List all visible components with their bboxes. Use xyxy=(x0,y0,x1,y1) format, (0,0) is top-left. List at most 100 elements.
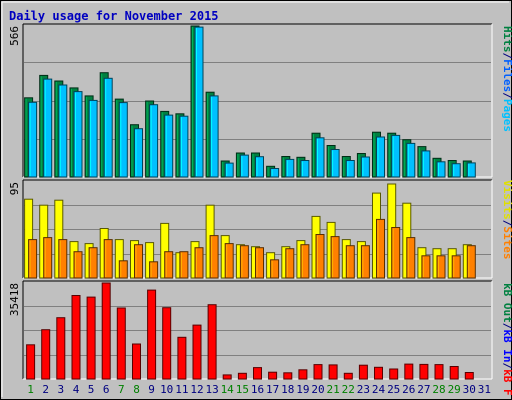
bar-kbytes-f-day-19 xyxy=(298,369,308,380)
bar-kbytes-f-day-9 xyxy=(147,289,157,380)
bar-files-day-6 xyxy=(103,77,113,178)
legend-pages-files-hits-part: / xyxy=(501,92,512,99)
chart-title: Daily usage for November 2015 xyxy=(9,9,219,23)
x-tick-label-day-29: 29 xyxy=(448,383,461,396)
panel-3: 35418 xyxy=(8,280,493,380)
bar-kbytes-f-day-30 xyxy=(464,372,474,380)
x-tick-label-day-13: 13 xyxy=(205,383,218,396)
bar-sites-day-15 xyxy=(239,245,249,279)
panel-2: 95 xyxy=(8,179,493,279)
bar-kbytes-f-day-13 xyxy=(207,304,217,380)
bar-sites-day-20 xyxy=(315,234,325,279)
bar-sites-day-5 xyxy=(88,247,98,279)
bar-sites-day-12 xyxy=(194,247,204,279)
bar-kbytes-f-day-1 xyxy=(26,344,36,380)
bar-files-day-10 xyxy=(164,114,174,178)
x-tick-label-day-1: 1 xyxy=(27,383,34,396)
x-tick-label-day-9: 9 xyxy=(148,383,155,396)
bar-sites-day-6 xyxy=(103,239,113,279)
bar-sites-day-18 xyxy=(285,248,295,279)
bar-kbytes-f-day-16 xyxy=(253,367,262,380)
bar-kbytes-f-day-20 xyxy=(313,364,323,380)
legend-kbytes-part: / xyxy=(501,323,512,330)
bar-kbytes-f-day-4 xyxy=(71,295,81,380)
bar-kbytes-f-day-25 xyxy=(389,368,399,380)
bar-kbytes-f-day-28 xyxy=(434,364,444,380)
x-tick-label-day-22: 22 xyxy=(342,383,355,396)
bar-files-day-28 xyxy=(436,161,446,178)
bar-files-day-29 xyxy=(451,163,461,178)
bar-files-day-25 xyxy=(391,134,401,178)
bar-files-day-8 xyxy=(134,128,143,178)
x-tick-label-day-17: 17 xyxy=(266,383,279,396)
bar-sites-day-8 xyxy=(134,244,143,279)
bar-kbytes-f-day-12 xyxy=(192,324,202,380)
x-tick-label-day-14: 14 xyxy=(221,383,235,396)
legend-pages-files-hits: Hits/Files/Pages xyxy=(501,26,512,132)
bar-sites-day-26 xyxy=(406,237,416,279)
bar-kbytes-f-day-2 xyxy=(41,329,51,380)
legend-kbytes-part: kB In xyxy=(501,329,512,362)
bar-sites-day-27 xyxy=(421,255,431,279)
legend-pages-files-hits-part: / xyxy=(501,53,512,60)
bar-files-day-22 xyxy=(345,160,355,178)
bar-files-day-1 xyxy=(28,101,38,178)
bar-sites-day-4 xyxy=(73,251,83,279)
bar-kbytes-f-day-5 xyxy=(86,296,96,380)
bar-files-day-4 xyxy=(73,91,83,178)
bar-kbytes-f-day-10 xyxy=(162,307,172,380)
bar-sites-day-13 xyxy=(209,235,219,279)
x-tick-label-day-3: 3 xyxy=(57,383,64,396)
bar-sites-day-3 xyxy=(58,239,68,279)
bar-files-day-12 xyxy=(194,26,204,178)
bar-files-day-3 xyxy=(58,84,68,178)
bar-kbytes-f-day-24 xyxy=(374,366,383,380)
bar-kbytes-f-day-27 xyxy=(419,363,429,380)
bar-files-day-11 xyxy=(179,115,189,178)
bar-files-day-26 xyxy=(406,142,416,178)
legend-kbytes-part: kB F xyxy=(501,369,512,396)
bar-kbytes-f-day-18 xyxy=(283,372,293,380)
legend-kbytes: kB Out/kB In/kB F xyxy=(501,283,512,396)
bar-kbytes-f-day-3 xyxy=(56,317,66,380)
x-tick-label-day-5: 5 xyxy=(88,383,95,396)
bar-files-day-7 xyxy=(118,102,128,178)
bar-files-day-27 xyxy=(421,150,431,178)
bar-sites-day-21 xyxy=(330,236,340,279)
x-tick-label-day-23: 23 xyxy=(357,383,370,396)
bar-sites-day-9 xyxy=(149,261,159,279)
bar-sites-day-2 xyxy=(43,237,53,279)
y-max-label: 95 xyxy=(8,182,21,195)
bar-files-day-23 xyxy=(360,156,370,178)
legend-sites-visits: Visits/Sites xyxy=(501,180,512,260)
legend-pages-files-hits-part: Pages xyxy=(501,99,512,132)
x-tick-label-day-20: 20 xyxy=(311,383,324,396)
legend-pages-files-hits-part: Hits xyxy=(501,26,512,53)
x-tick-label-day-19: 19 xyxy=(296,383,309,396)
x-tick-label-day-7: 7 xyxy=(118,383,125,396)
bar-files-day-9 xyxy=(149,104,159,178)
bar-kbytes-f-day-21 xyxy=(328,364,338,380)
x-tick-label-day-2: 2 xyxy=(42,383,49,396)
x-tick-label-day-8: 8 xyxy=(133,383,140,396)
bar-kbytes-f-day-22 xyxy=(343,372,353,380)
bar-kbytes-f-day-6 xyxy=(101,282,111,380)
y-max-label: 566 xyxy=(8,26,21,46)
bar-sites-day-28 xyxy=(436,255,446,279)
legend-kbytes-part: kB Out xyxy=(501,283,512,323)
bar-kbytes-f-day-15 xyxy=(237,372,247,380)
legend-pages-files-hits-part: Files xyxy=(501,59,512,92)
x-tick-label-day-21: 21 xyxy=(326,383,339,396)
bar-kbytes-f-day-17 xyxy=(268,371,278,380)
panel-1: 566 xyxy=(8,23,493,178)
x-tick-label-day-25: 25 xyxy=(387,383,400,396)
x-tick-label-day-12: 12 xyxy=(190,383,203,396)
bar-sites-day-14 xyxy=(224,243,234,279)
bar-files-day-20 xyxy=(315,137,325,178)
bar-kbytes-f-day-11 xyxy=(177,336,187,380)
x-tick-label-day-6: 6 xyxy=(103,383,110,396)
bar-sites-day-29 xyxy=(451,255,461,279)
legend-sites-visits-part: Visits xyxy=(501,180,512,220)
bar-files-day-30 xyxy=(466,162,476,178)
